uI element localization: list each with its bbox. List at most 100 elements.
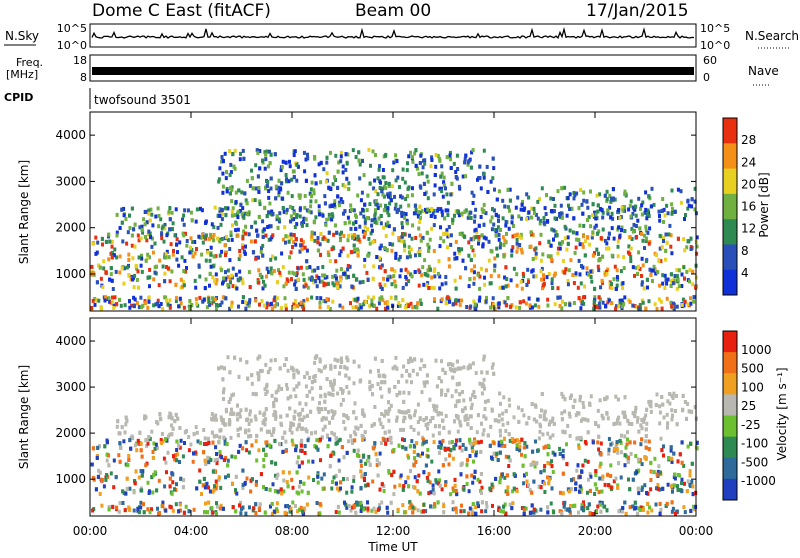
echo-cell [478,224,481,228]
echo-cell [527,416,530,420]
echo-cell [582,405,585,409]
echo-cell [661,245,664,249]
echo-cell [523,508,526,512]
echo-cell [499,286,502,290]
echo-cell [213,255,216,259]
echo-cell [429,268,432,272]
echo-cell [173,419,176,423]
echo-cell [543,490,546,494]
echo-cell [328,231,331,235]
echo-cell [471,481,474,485]
echo-cell [485,501,488,505]
echo-cell [303,278,306,282]
echo-cell [290,277,293,281]
echo-cell [189,443,192,447]
echo-cell [259,369,262,373]
echo-cell [582,199,585,203]
echo-cell [168,206,171,210]
echo-cell [593,492,596,496]
echo-cell [222,185,225,189]
echo-cell [463,235,466,239]
echo-cell [257,448,260,452]
echo-cell [632,265,635,269]
echo-cell [501,286,504,290]
echo-cell [588,243,591,247]
echo-cell [264,153,267,157]
echo-cell [309,199,312,203]
echo-cell [122,501,125,505]
echo-cell [664,214,667,218]
echo-cell [229,173,232,177]
echo-cell [226,189,229,193]
echo-cell [522,299,525,303]
echo-cell [265,234,268,238]
echo-cell [446,155,449,159]
echo-cell [483,283,486,287]
echo-cell [309,204,312,208]
echo-cell [402,391,405,395]
echo-cell [466,482,469,486]
echo-cell [116,233,119,237]
echo-cell [278,211,281,215]
echo-cell [442,195,445,199]
echo-cell [535,274,538,278]
echo-cell [110,272,113,276]
echo-cell [284,440,287,444]
echo-cell [339,159,342,163]
echo-cell [459,232,462,236]
echo-cell [210,265,213,269]
echo-cell [508,432,511,436]
echo-cell [658,421,661,425]
echo-cell [525,302,528,306]
echo-cell [616,268,619,272]
echo-cell [163,272,166,276]
echo-cell [425,440,428,444]
echo-cell [198,296,201,300]
echo-cell [401,225,404,229]
echo-cell [353,430,356,434]
echo-cell [343,272,346,276]
echo-cell [316,501,319,505]
echo-cell [442,232,445,236]
echo-cell [546,432,549,436]
echo-cell [419,249,422,253]
echo-cell [641,213,644,217]
echo-cell [269,161,272,165]
echo-cell [126,477,129,481]
echo-cell [261,244,264,248]
echo-cell [491,215,494,219]
echo-cell [551,286,554,290]
echo-cell [180,439,183,443]
echo-cell [331,275,334,279]
echo-cell [422,283,425,287]
echo-cell [645,434,648,438]
ytick-label: 1000 [55,267,86,281]
echo-cell [556,233,559,237]
echo-cell [690,237,693,241]
echo-cell [560,211,563,215]
echo-cell [152,277,155,281]
echo-cell [210,246,213,250]
echo-cell [388,182,391,186]
echo-cell [623,266,626,270]
echo-cell [193,432,196,436]
echo-cell [475,228,478,232]
echo-cell [655,253,658,257]
echo-cell [102,259,105,263]
echo-cell [182,454,185,458]
echo-cell [113,248,116,252]
echo-cell [148,295,151,299]
echo-cell [314,173,317,177]
echo-cell [372,296,375,300]
echo-cell [683,482,686,486]
echo-cell [573,196,576,200]
echo-cell [267,210,270,214]
echo-cell [384,181,387,185]
echo-cell [294,410,297,414]
echo-cell [448,462,451,466]
echo-cell [598,192,601,196]
echo-cell [263,206,266,210]
echo-cell [355,277,358,281]
echo-cell [506,296,509,300]
echo-cell [637,491,640,495]
